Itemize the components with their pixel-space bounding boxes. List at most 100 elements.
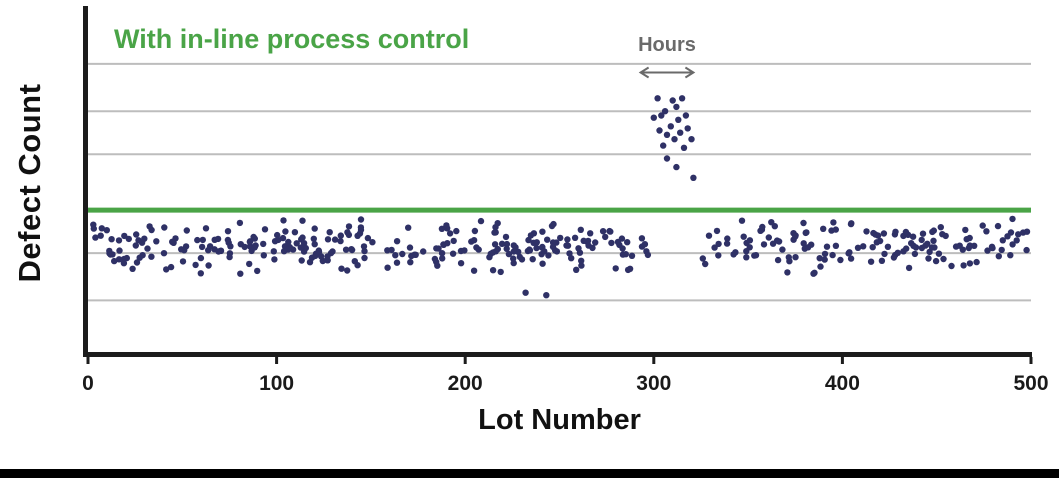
data-point: [902, 228, 910, 236]
data-point: [337, 237, 344, 245]
data-point: [918, 244, 926, 252]
data-point: [966, 242, 974, 249]
data-point: [254, 267, 261, 275]
data-point: [677, 129, 684, 136]
data-point: [331, 236, 339, 243]
data-point: [995, 253, 1002, 260]
data-point: [246, 260, 253, 268]
x-tick-label: 200: [448, 372, 483, 395]
data-point: [539, 260, 546, 267]
data-point: [863, 228, 870, 235]
data-point: [667, 123, 674, 130]
data-point: [406, 244, 414, 251]
data-point: [470, 237, 478, 244]
data-point: [966, 260, 974, 267]
data-point: [738, 217, 746, 224]
data-point: [539, 228, 546, 235]
data-point: [847, 255, 855, 262]
data-point: [225, 239, 232, 246]
data-point: [202, 225, 210, 232]
data-point: [364, 234, 372, 242]
data-point: [312, 252, 319, 260]
data-point: [628, 252, 636, 259]
data-point: [215, 248, 222, 255]
data-point: [226, 253, 233, 261]
arrow-head-right: [684, 66, 696, 79]
data-point: [948, 262, 955, 270]
x-axis-title: Lot Number: [478, 404, 641, 436]
data-point: [291, 229, 299, 236]
data-point: [549, 243, 557, 251]
data-point: [503, 240, 511, 248]
data-point: [522, 289, 529, 296]
data-point: [369, 239, 376, 246]
data-point: [237, 270, 244, 277]
data-point: [732, 249, 739, 256]
data-point: [769, 240, 777, 247]
scatter-points: [90, 95, 1031, 299]
data-point: [829, 251, 836, 259]
data-point: [90, 225, 98, 232]
data-point: [880, 230, 888, 237]
data-point: [224, 228, 232, 235]
data-point: [715, 252, 722, 259]
data-point: [282, 228, 289, 235]
data-point: [510, 242, 517, 249]
hours-arrow-icon: [638, 66, 696, 79]
data-point: [477, 217, 485, 225]
data-point: [869, 244, 876, 251]
data-point: [345, 223, 353, 230]
data-point: [431, 255, 439, 263]
data-point: [962, 226, 969, 234]
data-point: [723, 240, 731, 247]
data-point: [578, 262, 585, 269]
data-point: [624, 239, 631, 246]
data-point: [351, 258, 358, 265]
data-point: [612, 265, 619, 272]
data-point: [205, 262, 212, 269]
hours-annotation: Hours: [638, 34, 696, 79]
data-point: [673, 163, 680, 171]
data-point: [705, 232, 713, 239]
bottom-bar: [0, 469, 1059, 478]
data-point: [237, 241, 244, 248]
data-point: [284, 246, 292, 253]
data-point: [393, 259, 401, 266]
data-point: [297, 244, 304, 251]
data-point: [261, 226, 269, 233]
data-point: [489, 267, 497, 274]
data-point: [471, 227, 479, 235]
data-point: [892, 228, 899, 235]
chart-plot: 0 100 200 300 400 500 With in-line process co…: [82, 6, 1049, 395]
data-point: [663, 131, 671, 138]
data-point: [146, 223, 153, 230]
data-point: [960, 262, 967, 269]
data-point: [116, 247, 123, 254]
data-point: [774, 256, 782, 264]
data-point: [643, 248, 650, 255]
data-point: [299, 217, 306, 224]
data-point: [690, 174, 697, 181]
data-point: [236, 219, 244, 227]
data-point: [357, 216, 365, 223]
data-point: [345, 231, 353, 239]
data-point: [573, 266, 580, 273]
data-point: [905, 264, 913, 272]
data-point: [344, 267, 351, 274]
data-point: [169, 238, 176, 245]
x-tick-labels: 0 100 200 300 400 500: [82, 357, 1049, 395]
data-point: [251, 244, 258, 251]
data-point: [660, 142, 667, 149]
data-point: [619, 245, 626, 252]
data-point: [327, 249, 335, 257]
data-point: [399, 250, 406, 258]
data-point: [489, 249, 497, 256]
data-point: [606, 227, 613, 235]
data-point: [271, 256, 278, 263]
data-point: [246, 238, 254, 246]
data-point: [884, 243, 892, 250]
data-point: [680, 144, 688, 151]
data-point: [310, 235, 317, 242]
data-point: [918, 236, 925, 244]
